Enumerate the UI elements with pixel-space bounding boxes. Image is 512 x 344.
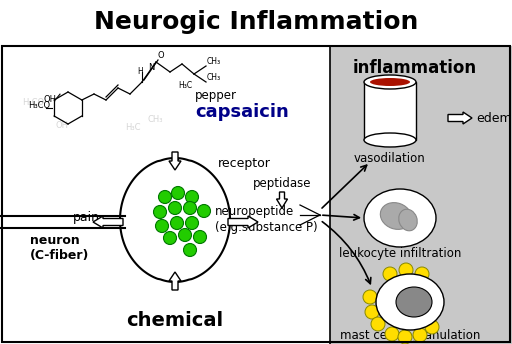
Circle shape (415, 267, 429, 281)
Ellipse shape (376, 274, 444, 330)
Circle shape (170, 216, 183, 229)
Circle shape (172, 186, 184, 200)
Bar (330, 46, 512, 344)
Bar (364, 82, 416, 140)
Circle shape (398, 330, 412, 344)
Text: Neurogic Inflammation: Neurogic Inflammation (94, 10, 418, 34)
Text: mast cell degranulation: mast cell degranulation (340, 329, 480, 342)
Text: CH₃: CH₃ (148, 115, 163, 124)
Circle shape (399, 263, 413, 277)
Text: CH₃: CH₃ (207, 57, 221, 66)
Polygon shape (120, 158, 230, 282)
Circle shape (159, 191, 172, 204)
Ellipse shape (399, 209, 417, 231)
Text: inflammation: inflammation (353, 59, 477, 77)
Bar (0, 46, 330, 344)
FancyArrow shape (448, 112, 472, 124)
Text: OH: OH (44, 95, 57, 104)
Circle shape (365, 305, 379, 319)
Text: H₃C: H₃C (178, 81, 192, 90)
Text: capsaicin: capsaicin (195, 103, 289, 121)
Text: CH₃: CH₃ (207, 73, 221, 82)
Text: vasodilation: vasodilation (354, 151, 426, 164)
Text: O: O (158, 51, 165, 60)
Text: H₃CO: H₃CO (28, 101, 50, 110)
Circle shape (183, 244, 197, 257)
Ellipse shape (364, 133, 416, 147)
Text: neuron
(C-fiber): neuron (C-fiber) (30, 234, 90, 262)
Ellipse shape (364, 189, 436, 247)
FancyArrow shape (93, 216, 123, 228)
Text: pepper: pepper (195, 88, 237, 101)
Text: OH: OH (55, 121, 68, 130)
FancyArrow shape (276, 192, 288, 208)
Circle shape (185, 216, 199, 229)
Ellipse shape (380, 203, 412, 229)
Bar (2, 46, 510, 342)
Text: H₃CO: H₃CO (22, 98, 44, 107)
Text: receptor: receptor (218, 158, 271, 171)
Circle shape (168, 202, 181, 215)
Circle shape (383, 267, 397, 281)
FancyArrow shape (169, 152, 181, 170)
Circle shape (198, 204, 210, 217)
Circle shape (154, 205, 166, 218)
Circle shape (371, 317, 385, 331)
Ellipse shape (364, 75, 416, 89)
Circle shape (413, 328, 427, 342)
Text: chemical: chemical (126, 311, 224, 330)
Text: peptidase: peptidase (253, 176, 311, 190)
Text: N: N (148, 63, 155, 72)
Text: H: H (137, 67, 143, 76)
Text: neuropeptide
(e.g.substance P): neuropeptide (e.g.substance P) (215, 204, 317, 234)
Text: pain: pain (73, 212, 100, 225)
Text: leukocyte infiltration: leukocyte infiltration (339, 247, 461, 259)
Circle shape (194, 230, 206, 244)
Circle shape (156, 219, 168, 233)
Ellipse shape (396, 287, 432, 317)
Circle shape (363, 290, 377, 304)
Circle shape (185, 191, 199, 204)
FancyArrow shape (228, 216, 258, 228)
Circle shape (425, 320, 439, 334)
Text: edema: edema (476, 111, 512, 125)
Circle shape (183, 202, 197, 215)
FancyArrow shape (169, 272, 181, 290)
Text: H₃C: H₃C (125, 123, 140, 132)
Circle shape (179, 228, 191, 241)
Circle shape (385, 327, 399, 341)
Circle shape (163, 232, 177, 245)
Ellipse shape (370, 78, 410, 86)
